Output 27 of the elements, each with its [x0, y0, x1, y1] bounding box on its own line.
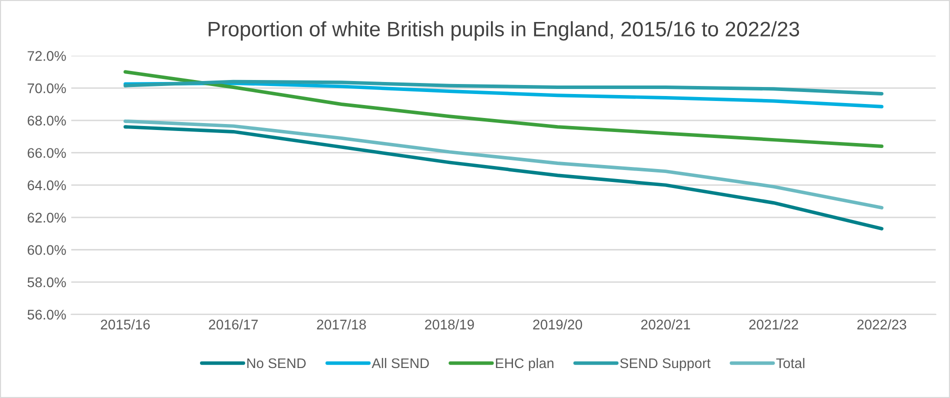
y-tick-label: 72.0% — [28, 51, 66, 61]
x-tick-label: 2016/17 — [208, 319, 258, 330]
x-tick-label: 2022/23 — [857, 319, 906, 330]
x-tick-label: 2017/18 — [317, 319, 366, 330]
y-tick-label: 70.0% — [28, 83, 66, 94]
y-tick-label: 56.0% — [28, 310, 66, 320]
y-tick-label: 60.0% — [28, 245, 66, 255]
x-tick-label: 2015/16 — [100, 319, 150, 330]
line-series — [124, 70, 884, 148]
x-tick-label: 2021/22 — [749, 319, 798, 330]
legend-label: EHC plan — [496, 358, 554, 371]
y-tick-label: 62.0% — [28, 212, 66, 223]
y-tick-label: 68.0% — [28, 116, 66, 126]
y-tick-label: 58.0% — [28, 277, 66, 288]
line-series — [124, 119, 884, 210]
x-tick-label: 2019/20 — [533, 319, 582, 330]
y-tick-label: 66.0% — [28, 148, 66, 158]
chart-title: Proportion of white British pupils in England, 2015/16 to 2022/23 — [208, 21, 800, 41]
x-tick-label: 2020/21 — [641, 319, 690, 330]
x-tick-label: 2018/19 — [425, 319, 474, 330]
line-series — [124, 125, 884, 230]
legend-label: SEND Support — [620, 358, 711, 371]
legend-label: No SEND — [247, 358, 306, 368]
y-tick-label: 64.0% — [28, 180, 66, 190]
legend-label: Total — [776, 358, 804, 368]
line-series — [124, 80, 884, 96]
legend-label: All SEND — [372, 358, 429, 368]
